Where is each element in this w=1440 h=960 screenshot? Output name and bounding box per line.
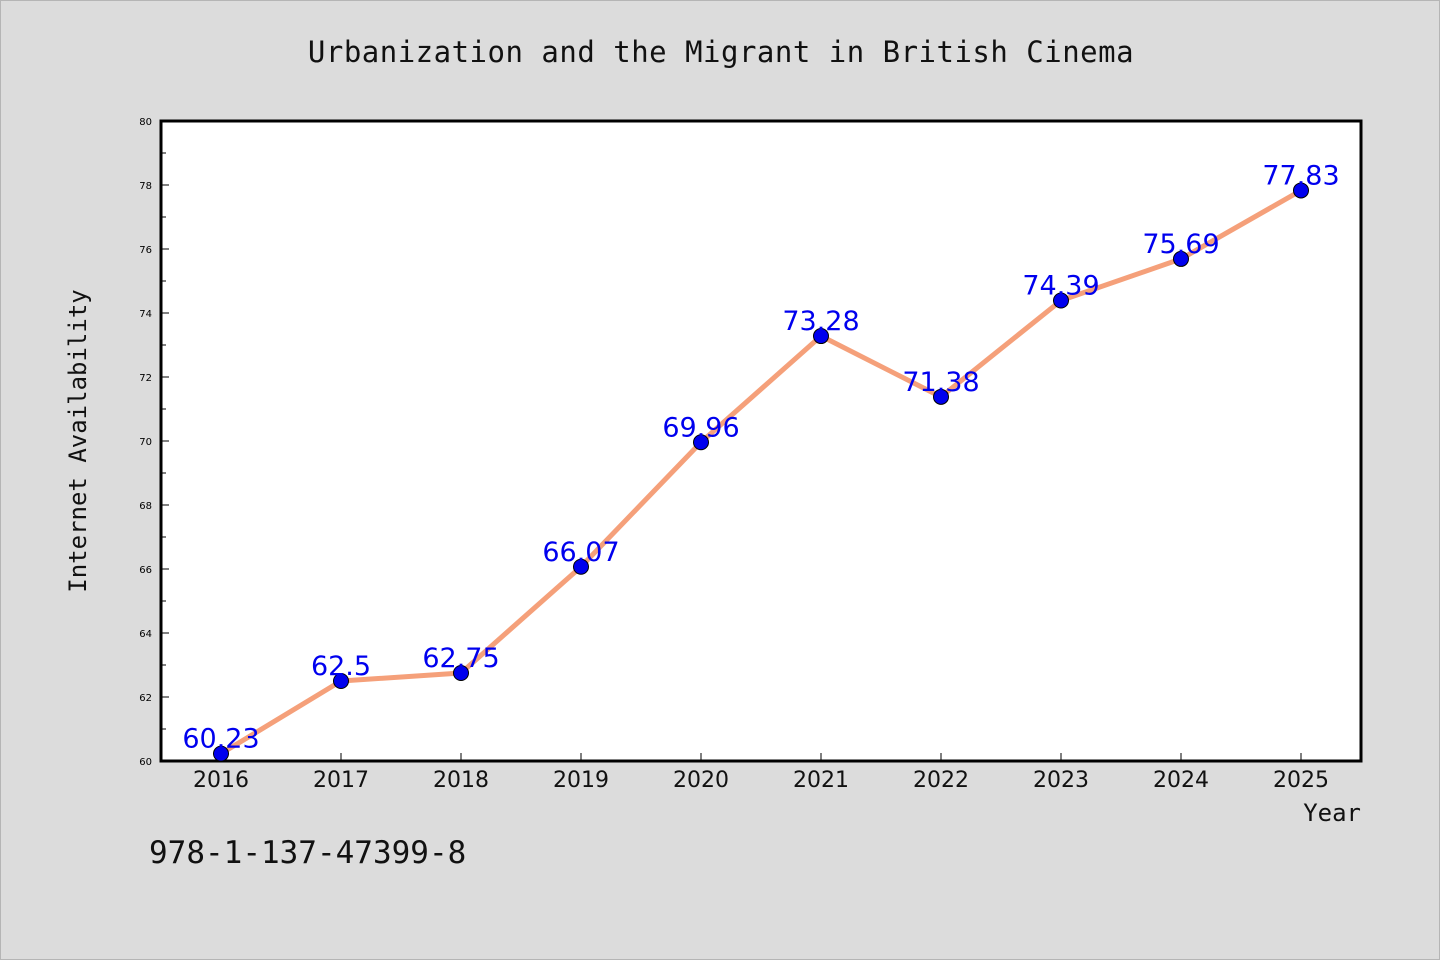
data-point bbox=[933, 388, 949, 405]
data-point bbox=[213, 745, 229, 762]
data-label: 74.39 bbox=[1022, 271, 1099, 302]
x-axis-label: Year bbox=[1303, 799, 1361, 827]
y-tick-label: 64 bbox=[139, 629, 152, 640]
y-tick-label: 68 bbox=[139, 501, 152, 512]
data-point bbox=[1293, 182, 1309, 199]
x-tick-label: 2016 bbox=[193, 768, 249, 793]
x-tick-label: 2024 bbox=[1153, 768, 1209, 793]
data-label: 71.38 bbox=[902, 367, 979, 398]
data-label: 75.69 bbox=[1142, 229, 1219, 260]
data-point bbox=[813, 328, 829, 345]
data-point bbox=[333, 673, 349, 689]
x-tick-label: 2017 bbox=[313, 768, 369, 793]
data-label: 62.5 bbox=[311, 651, 371, 682]
data-label: 77.83 bbox=[1262, 160, 1339, 191]
plot-area bbox=[159, 119, 1363, 763]
series-layer: 60.23 62.5 62.75 66.07 69.96 73.28 71.38 74.39 7… bbox=[182, 160, 1340, 762]
x-tick-label: 2023 bbox=[1033, 768, 1089, 793]
isbn-text: 978-1-137-47399-8 bbox=[149, 835, 467, 871]
data-label: 69.96 bbox=[662, 412, 739, 443]
x-tick-label: 2021 bbox=[793, 768, 849, 793]
data-label: 62.75 bbox=[422, 643, 499, 674]
x-tick-label: 2025 bbox=[1273, 768, 1329, 793]
x-tick-label: 2018 bbox=[433, 768, 489, 793]
y-tick-label: 80 bbox=[139, 117, 152, 128]
y-tick-label: 78 bbox=[139, 181, 152, 192]
data-label: 73.28 bbox=[782, 306, 859, 337]
data-point bbox=[573, 558, 589, 575]
y-tick-label: 70 bbox=[139, 437, 152, 448]
data-point bbox=[1173, 250, 1189, 267]
y-axis-label: Internet Availability bbox=[64, 289, 92, 592]
y-tick-label: 74 bbox=[139, 309, 152, 320]
chart-title: Urbanization and the Migrant in British … bbox=[307, 35, 1135, 69]
y-tick-label: 66 bbox=[139, 565, 152, 576]
x-tick-label: 2022 bbox=[913, 768, 969, 793]
data-point bbox=[693, 434, 709, 451]
data-point bbox=[1053, 292, 1069, 309]
y-tick-label: 76 bbox=[139, 245, 152, 256]
y-tick-label: 60 bbox=[139, 757, 152, 768]
data-label: 60.23 bbox=[182, 724, 259, 755]
y-tick-label: 62 bbox=[139, 693, 152, 704]
x-tick-label: 2020 bbox=[673, 768, 729, 793]
data-label: 66.07 bbox=[542, 537, 619, 568]
data-point bbox=[453, 665, 469, 681]
y-axis: 60 62 64 66 68 70 72 74 76 78 80 bbox=[139, 117, 169, 768]
x-tick-label: 2019 bbox=[553, 768, 609, 793]
x-axis: 2016 2017 2018 2019 2020 2021 2022 2023 2024 2025 bbox=[193, 753, 1329, 793]
y-tick-label: 72 bbox=[139, 373, 152, 384]
series-line bbox=[218, 187, 1304, 757]
